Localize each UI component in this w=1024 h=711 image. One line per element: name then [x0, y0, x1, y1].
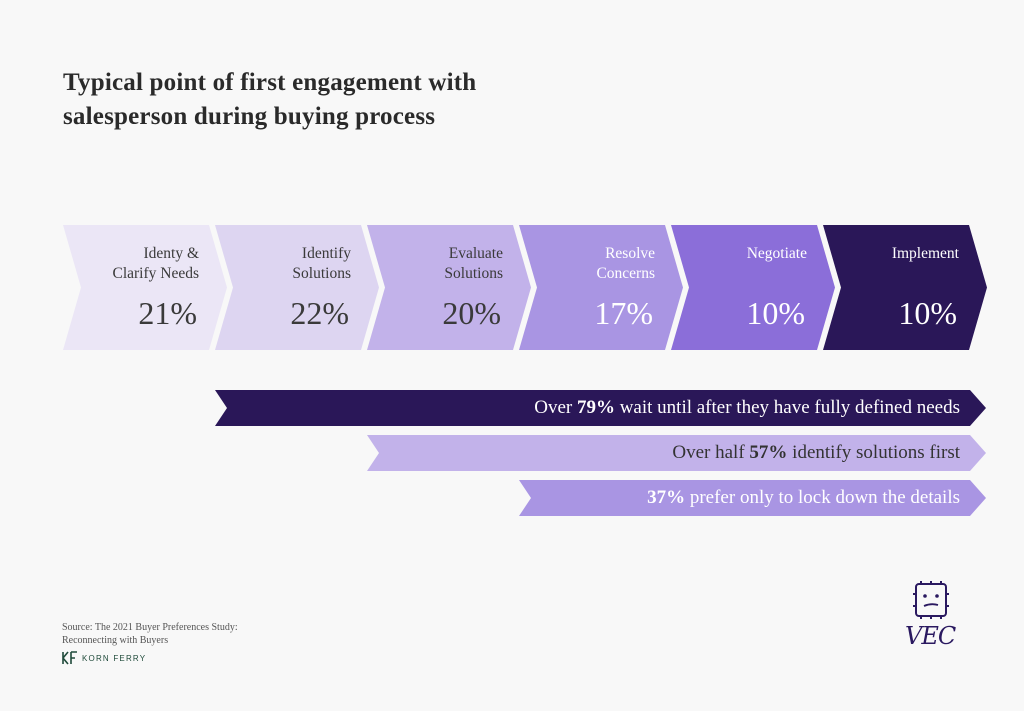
stage-identify-needs: Identy & Clarify Needs 21%	[63, 225, 227, 350]
robot-face-icon	[913, 581, 949, 619]
stage-percent: 21%	[138, 295, 197, 331]
banner-highlight: 37%	[647, 487, 686, 508]
stage-evaluate-solutions: Evaluate Solutions 20%	[367, 225, 531, 350]
stage-percent: 17%	[594, 295, 653, 331]
banner-highlight: 57%	[749, 442, 788, 463]
page-title: Typical point of first engagement with s…	[63, 66, 476, 134]
banner-highlight: 79%	[576, 397, 615, 418]
stage-implement: Implement 10%	[823, 225, 987, 350]
stage-percent: 10%	[746, 295, 805, 331]
stage-label: Evaluate Solutions	[444, 245, 503, 282]
stage-label: Resolve Concerns	[596, 245, 655, 282]
stage-percent: 22%	[290, 295, 349, 331]
source-note: Source: The 2021 Buyer Preferences Study…	[62, 622, 238, 646]
vec-logo: VEC	[905, 580, 956, 650]
banner-57-percent: Over half 57% identify solutions first	[367, 435, 986, 471]
banner-79-percent: Over 79% wait until after they have full…	[215, 390, 986, 426]
stage-resolve-concerns: Resolve Concerns 17%	[519, 225, 683, 350]
title-line-1: Typical point of first engagement with	[63, 69, 477, 96]
title-line-2: salesperson during buying process	[63, 103, 436, 130]
banner-37-percent: 37% prefer only to lock down the details	[519, 480, 986, 516]
stage-label: Identy & Clarify Needs	[112, 245, 199, 282]
stage-label: Identify Solutions	[292, 245, 351, 282]
stage-identify-solutions: Identify Solutions 22%	[215, 225, 379, 350]
korn-ferry-name: KORN FERRY	[82, 653, 147, 663]
korn-ferry-mark-icon	[62, 651, 77, 665]
stage-percent: 10%	[898, 295, 957, 331]
stage-percent: 20%	[442, 295, 501, 331]
korn-ferry-logo: KORN FERRY	[62, 651, 146, 665]
stage-negotiate: Negotiate 10%	[671, 225, 835, 350]
vec-logo-text: VEC	[905, 622, 956, 650]
stage-label: Implement	[891, 245, 959, 262]
stage-label: Negotiate	[746, 245, 807, 262]
